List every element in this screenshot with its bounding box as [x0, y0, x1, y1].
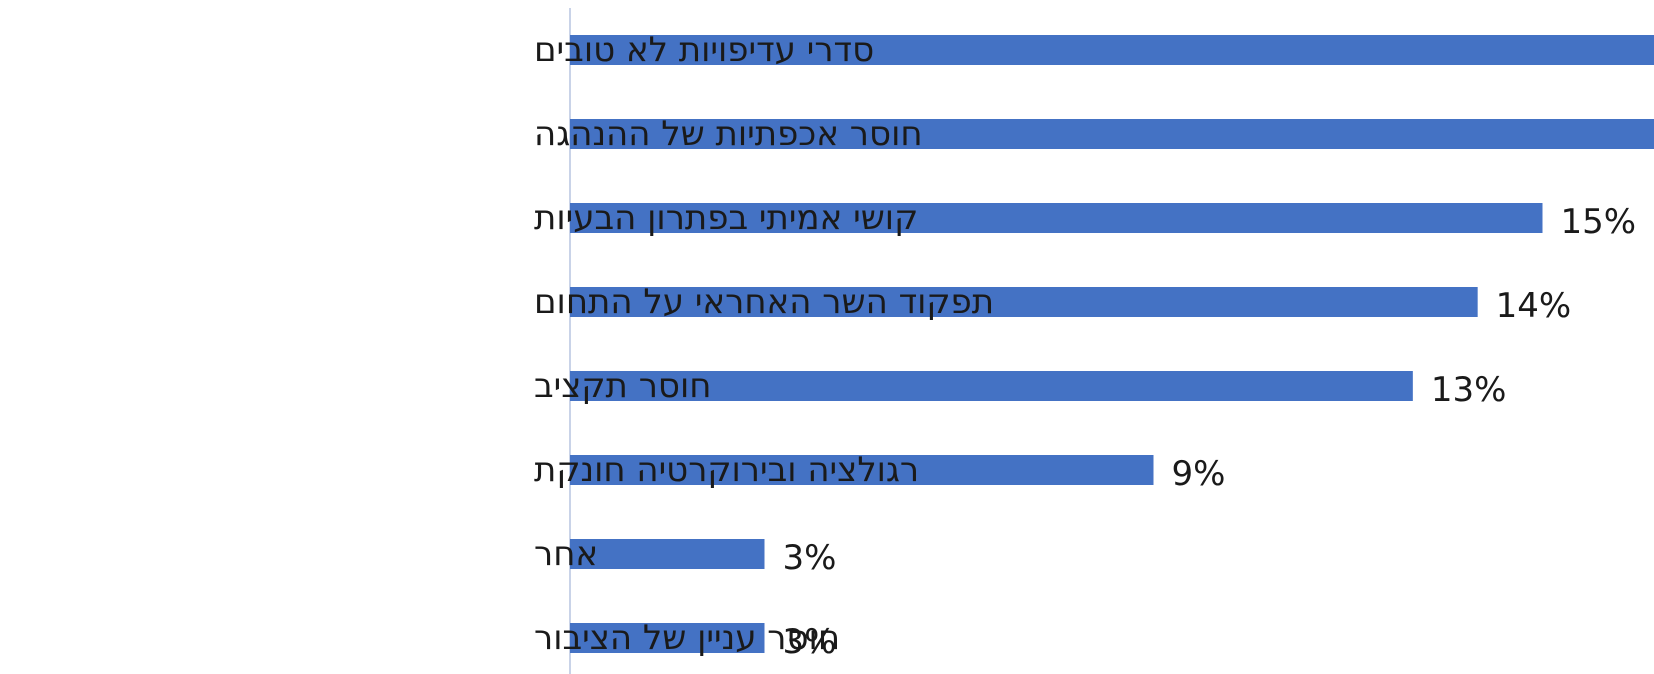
value-label-3: 15% — [1561, 202, 1637, 242]
value-labels-group: 23%20%15%14%13%9%3%3% — [783, 202, 1637, 662]
bar-5 — [570, 371, 1413, 401]
bar-1 — [570, 35, 1654, 65]
category-labels-group: סדרי עדיפויות לא טובים חוסר אכפתיות של הה… — [534, 30, 994, 658]
category-label-1: סדרי עדיפויות לא טובים — [534, 30, 874, 70]
value-label-5: 13% — [1431, 370, 1507, 410]
category-label-8: חוסר עניין של הציבור — [534, 618, 840, 658]
value-label-7: 3% — [783, 538, 837, 578]
value-label-8: 3% — [783, 622, 837, 662]
category-label-6: רגולציה ובירוקרטיה חונקת — [534, 450, 919, 490]
bar-6 — [570, 455, 1154, 485]
bar-4 — [570, 287, 1478, 317]
value-label-4: 14% — [1496, 286, 1572, 326]
bars-group — [570, 35, 1654, 653]
bar-8 — [570, 623, 765, 653]
category-label-5: חוסר תקציב — [534, 366, 711, 406]
category-label-2: חוסר אכפתיות של ההנהגה — [534, 114, 923, 154]
category-label-7: אחר — [534, 534, 598, 574]
bar-7 — [570, 539, 765, 569]
bar-3 — [570, 203, 1543, 233]
category-label-4: תפקוד השר האחראי על התחום — [534, 282, 994, 322]
bar-2 — [570, 119, 1654, 149]
category-label-3: קושי אמיתי בפתרון הבעיות — [534, 198, 918, 238]
value-label-6: 9% — [1172, 454, 1226, 494]
